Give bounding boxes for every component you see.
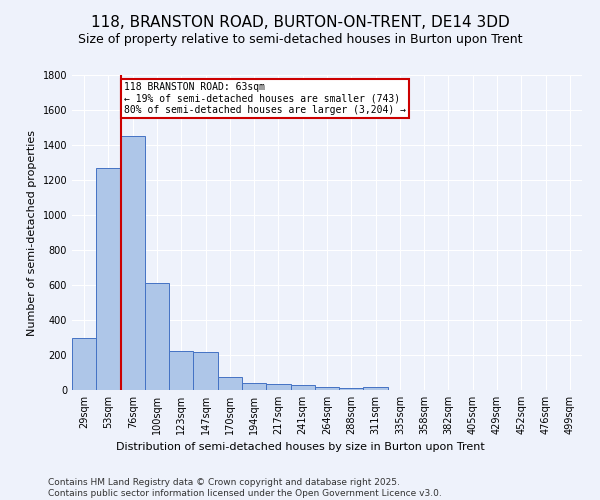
Text: Distribution of semi-detached houses by size in Burton upon Trent: Distribution of semi-detached houses by … bbox=[116, 442, 484, 452]
Bar bbox=[72, 338, 96, 390]
Bar bbox=[266, 384, 290, 390]
Text: Contains HM Land Registry data © Crown copyright and database right 2025.
Contai: Contains HM Land Registry data © Crown c… bbox=[48, 478, 442, 498]
Bar bbox=[218, 377, 242, 390]
Bar bbox=[339, 388, 364, 390]
Bar bbox=[145, 283, 169, 390]
Text: 118 BRANSTON ROAD: 63sqm
← 19% of semi-detached houses are smaller (743)
80% of : 118 BRANSTON ROAD: 63sqm ← 19% of semi-d… bbox=[124, 82, 406, 115]
Text: 118, BRANSTON ROAD, BURTON-ON-TRENT, DE14 3DD: 118, BRANSTON ROAD, BURTON-ON-TRENT, DE1… bbox=[91, 15, 509, 30]
Bar bbox=[121, 136, 145, 390]
Bar bbox=[96, 168, 121, 390]
Bar bbox=[242, 383, 266, 390]
Bar bbox=[315, 386, 339, 390]
Bar bbox=[364, 386, 388, 390]
Y-axis label: Number of semi-detached properties: Number of semi-detached properties bbox=[27, 130, 37, 336]
Bar bbox=[290, 385, 315, 390]
Bar bbox=[169, 350, 193, 390]
Bar bbox=[193, 352, 218, 390]
Text: Size of property relative to semi-detached houses in Burton upon Trent: Size of property relative to semi-detach… bbox=[78, 32, 522, 46]
